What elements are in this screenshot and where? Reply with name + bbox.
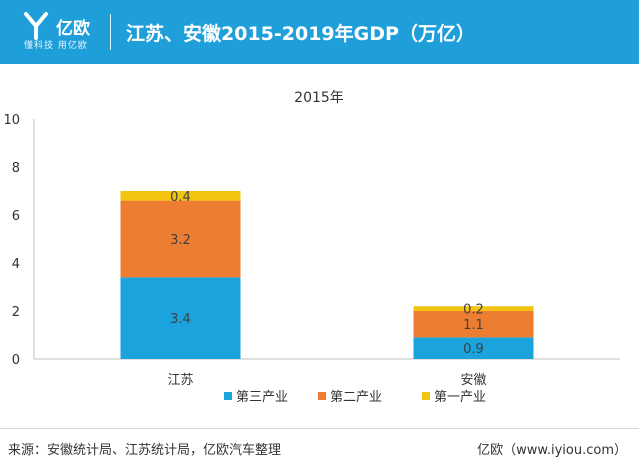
bar-segment	[413, 311, 534, 338]
data-label: 0.4	[170, 190, 191, 205]
logo-slogan: 懂科技 用亿欧	[24, 41, 88, 51]
data-label: 3.2	[170, 233, 191, 248]
x-category-label: 江苏	[167, 372, 193, 388]
y-tick-label: 4	[12, 257, 20, 272]
y-tick-label: 8	[12, 161, 20, 176]
data-label: 0.2	[463, 303, 484, 318]
legend-label: 第一产业	[434, 390, 486, 405]
bar-segment	[120, 277, 241, 359]
data-label: 1.1	[463, 318, 484, 333]
yiou-logo-icon	[24, 12, 48, 40]
source-note: 来源：安徽统计局、江苏统计局，亿欧汽车整理	[8, 443, 282, 458]
bar-segment	[413, 337, 534, 359]
y-tick-label: 10	[3, 113, 20, 128]
y-tick-label: 6	[12, 209, 20, 224]
brand-credit: 亿欧（www.iyiou.com）	[477, 443, 627, 458]
y-tick-label: 0	[12, 353, 20, 368]
legend-swatch	[422, 392, 430, 400]
x-category-label: 安徽	[460, 373, 486, 388]
plot-area: 0 2 4 6 8 10 3.4 3.2 0.4 江苏 0.9 1.10.2 安徽	[3, 113, 620, 388]
chart-legend: 第三产业 第二产业 第一产业	[224, 390, 486, 405]
legend-label: 第三产业	[236, 390, 288, 405]
gdp-stacked-bar-chart: 2015年 0 2 4 6 8 10 3.4 3.2 0.4 江苏 0.9 1.10.2 安徽 第三产业…	[3, 90, 620, 405]
legend-swatch	[224, 392, 232, 400]
header-divider	[110, 14, 111, 50]
logo-text: 亿欧	[56, 19, 90, 39]
bar-segment	[120, 200, 241, 278]
footer: 来源：安徽统计局、江苏统计局，亿欧汽车整理 亿欧（www.iyiou.com）	[0, 428, 639, 468]
legend-label: 第二产业	[330, 390, 382, 405]
y-tick-label: 2	[12, 305, 20, 320]
bar-segment	[413, 306, 534, 311]
page-title: 江苏、安徽2015-2019年GDP（万亿）	[126, 23, 475, 45]
data-label: 0.9	[463, 342, 484, 357]
bar-segment	[120, 191, 241, 201]
data-label: 3.4	[170, 312, 191, 327]
header-banner: 亿欧 懂科技 用亿欧 江苏、安徽2015-2019年GDP（万亿）	[0, 0, 639, 64]
chart-title: 2015年	[294, 90, 344, 106]
legend-swatch	[318, 392, 326, 400]
